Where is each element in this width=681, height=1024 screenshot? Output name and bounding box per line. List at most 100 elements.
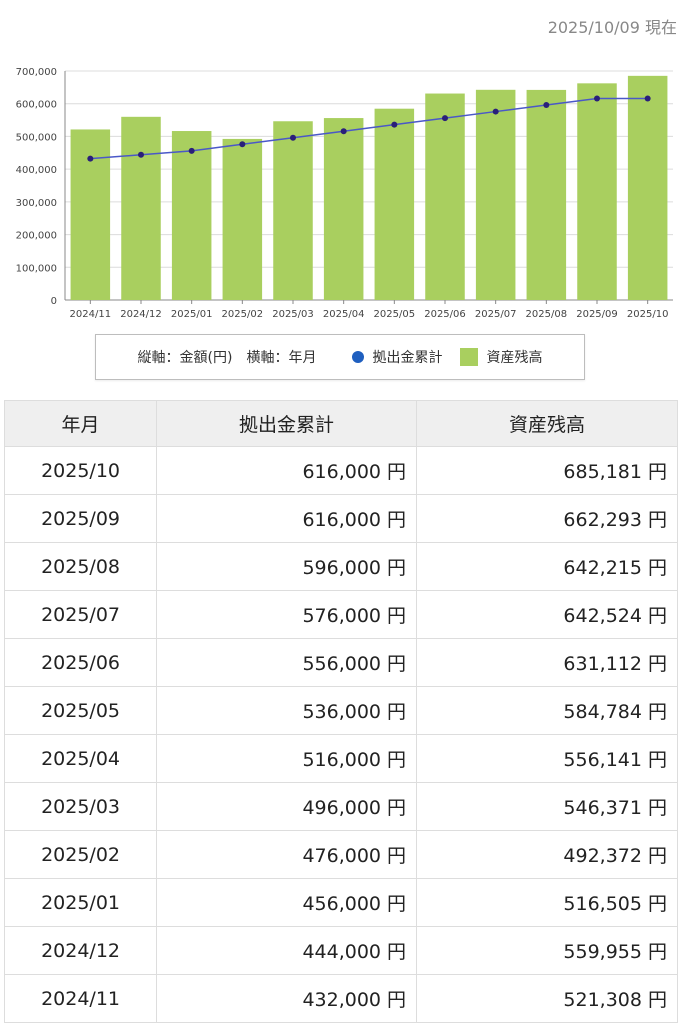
cell-unit: 円 [647, 749, 667, 771]
bar-balance [323, 118, 364, 301]
cell-month: 2025/03 [3, 782, 158, 831]
cell-balance-value: 584,784 [563, 701, 642, 723]
cell-unit: 円 [647, 845, 667, 867]
cell-balance: 584,784 円 [416, 686, 678, 735]
point-contribution [543, 102, 550, 109]
cell-month-value: 2025/04 [41, 747, 120, 770]
cell-unit: 円 [647, 797, 667, 819]
cell-balance: 631,112 円 [416, 638, 678, 687]
cell-month: 2025/07 [3, 590, 158, 639]
legend-square-icon [460, 348, 479, 366]
x-tick-label: 2025/09 [576, 309, 618, 320]
y-tick-label: 600,000 [16, 100, 57, 111]
balance-chart: 0 100,000 200,000 300,000 400,000 500,000 600,… [16, 67, 673, 320]
cell-contribution-value: 536,000 [302, 701, 382, 723]
bar-balance [577, 83, 617, 300]
table-row: 2024/11 432,000 円 521,308 円 [3, 974, 678, 1023]
x-tick-label: 2025/06 [424, 309, 466, 320]
table-row: 2025/06 556,000 円 631,112 円 [3, 638, 678, 687]
cell-contribution: 556,000 円 [156, 638, 418, 687]
y-tick-label: 400,000 [16, 165, 57, 176]
cell-unit: 円 [647, 941, 667, 963]
cell-month: 2025/01 [3, 878, 158, 927]
cell-balance-value: 642,215 [563, 557, 642, 579]
cell-unit: 円 [647, 989, 667, 1011]
cell-contribution-value: 516,000 [302, 749, 382, 771]
cell-contribution: 432,000 円 [156, 974, 418, 1023]
cell-unit: 円 [647, 893, 667, 915]
cell-unit: 円 [387, 605, 407, 627]
cell-contribution-value: 444,000 [302, 941, 382, 963]
cell-month: 2024/11 [3, 974, 158, 1023]
cell-contribution: 456,000 円 [156, 878, 418, 927]
cell-balance-value: 559,955 [563, 941, 642, 963]
header-balance: 資産残高 [416, 400, 678, 447]
x-tick-label: 2025/01 [171, 309, 213, 320]
cell-unit: 円 [387, 701, 407, 723]
bar-balance [374, 108, 415, 300]
cell-month: 2025/04 [3, 734, 158, 783]
cell-month-value: 2025/08 [41, 555, 120, 578]
x-tick-label: 2025/04 [323, 309, 365, 320]
legend-axis-note: 縦軸：金額(円) 横軸：年月 [137, 350, 317, 366]
point-contribution [188, 147, 195, 154]
bar-balance [526, 89, 567, 300]
cell-balance-value: 521,308 [563, 989, 642, 1011]
cell-balance-value: 546,371 [563, 797, 642, 819]
cell-month: 2024/12 [3, 926, 158, 975]
table-row: 2025/02 476,000 円 492,372 円 [3, 830, 678, 879]
cell-unit: 円 [387, 749, 407, 771]
cell-contribution-value: 476,000 [302, 845, 382, 867]
cell-balance: 642,524 円 [416, 590, 678, 639]
cell-contribution-value: 496,000 [302, 797, 382, 819]
y-tick-label: 700,000 [16, 67, 57, 78]
history-table: 年月 拠出金累計 資産残高 2025/10 616,000 円 685,181 円 202… [3, 400, 678, 1023]
point-contribution [442, 115, 448, 122]
cell-month: 2025/09 [3, 494, 158, 543]
y-tick-label: 100,000 [16, 263, 57, 274]
header-month: 年月 [3, 400, 158, 447]
table-row: 2025/07 576,000 円 642,524 円 [3, 590, 678, 639]
bar-balance [70, 129, 111, 300]
cell-month: 2025/05 [3, 686, 158, 735]
cell-contribution: 596,000 円 [156, 542, 418, 591]
cell-unit: 円 [387, 461, 407, 483]
cell-unit: 円 [647, 509, 667, 531]
table-row: 2025/08 596,000 円 642,215 円 [3, 542, 678, 591]
point-contribution [87, 155, 94, 162]
cell-contribution: 516,000 円 [156, 734, 418, 783]
bar-balance [627, 75, 668, 300]
cell-balance-value: 556,141 [563, 749, 642, 771]
cell-unit: 円 [387, 653, 407, 675]
chart-legend: 縦軸：金額(円) 横軸：年月 拠出金累計 資産残高 [95, 334, 585, 380]
table-row: 2025/09 616,000 円 662,293 円 [3, 494, 678, 543]
bar-balance [273, 121, 313, 300]
cell-contribution: 444,000 円 [156, 926, 418, 975]
cell-balance-value: 662,293 [563, 509, 642, 531]
cell-balance-value: 631,112 [563, 653, 642, 675]
cell-month-value: 2025/01 [41, 891, 120, 914]
as-of-date: 2025/10/09 現在 [547, 18, 677, 37]
legend-dot-icon [352, 351, 365, 363]
bar-balance [121, 116, 161, 300]
x-tick-label: 2024/11 [70, 309, 112, 320]
cell-contribution-value: 616,000 [302, 461, 382, 483]
cell-unit: 円 [647, 461, 667, 483]
cell-month: 2025/02 [3, 830, 158, 879]
cell-balance: 685,181 円 [416, 446, 678, 495]
bar-balance [222, 138, 263, 300]
cell-month-value: 2025/07 [41, 603, 120, 626]
cell-balance-value: 685,181 [563, 461, 642, 483]
cell-balance: 642,215 円 [416, 542, 678, 591]
cell-contribution: 536,000 円 [156, 686, 418, 735]
cell-month: 2025/08 [3, 542, 158, 591]
series-line-contribution [90, 97, 648, 160]
x-tick-label: 2025/08 [526, 309, 568, 320]
cell-balance-value: 492,372 [563, 845, 642, 867]
legend-item-balance: 資産残高 [460, 347, 542, 367]
cell-unit: 円 [647, 605, 667, 627]
cell-unit: 円 [647, 557, 667, 579]
point-contribution [644, 95, 651, 102]
x-tick-label: 2025/03 [272, 309, 314, 320]
point-contribution [594, 95, 600, 102]
